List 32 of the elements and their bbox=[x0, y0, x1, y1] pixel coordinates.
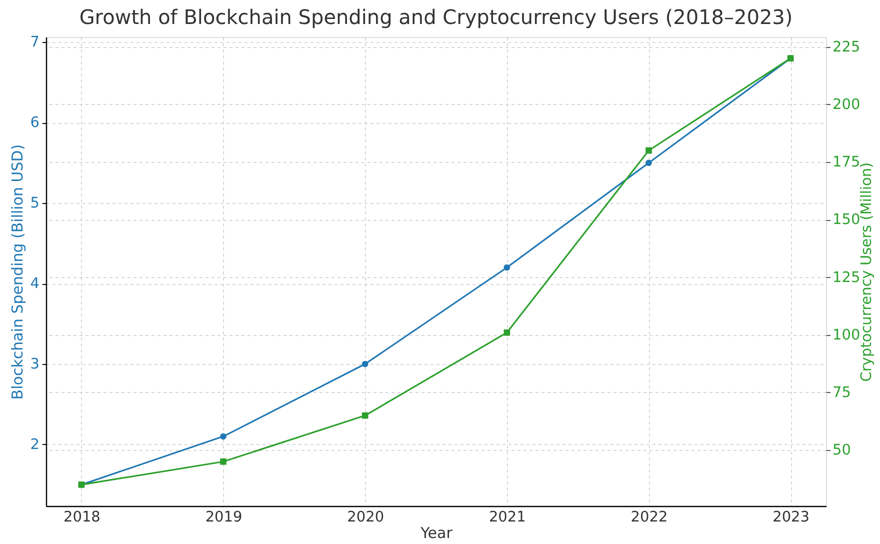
y-tick-label: 2 bbox=[30, 436, 40, 453]
x-tick-label: 2018 bbox=[64, 510, 100, 526]
point bbox=[504, 329, 510, 336]
y-tick-label: 6 bbox=[30, 115, 40, 132]
point bbox=[646, 160, 652, 166]
x-tick-label: 2020 bbox=[347, 510, 384, 526]
y2-tick-label: 100 bbox=[832, 327, 860, 344]
y2-tick-label: 150 bbox=[832, 212, 860, 228]
y2-axis-title: Cryptocurrency Users (Million) bbox=[859, 162, 876, 382]
point bbox=[362, 360, 368, 368]
chart-title: Growth of Blockchain Spending and Cryptocurrency Users (2018–2023) bbox=[79, 5, 793, 30]
y2-tick-label: 125 bbox=[832, 270, 860, 286]
y2-tick-label: 175 bbox=[832, 154, 860, 171]
y2-tick-label: 225 bbox=[832, 39, 860, 56]
y2-tick-label: 50 bbox=[832, 442, 851, 459]
y2-tick-label: 75 bbox=[832, 384, 851, 401]
point bbox=[646, 147, 652, 154]
point bbox=[504, 264, 510, 271]
x-tick-label: 2021 bbox=[488, 510, 526, 526]
y-tick-label: 7 bbox=[30, 34, 40, 51]
x-tick-label: 2022 bbox=[630, 510, 668, 526]
x-tick-label: 2019 bbox=[205, 510, 242, 526]
point bbox=[362, 412, 368, 419]
y-axis-title: Blockchain Spending (Billion USD) bbox=[8, 144, 26, 400]
point bbox=[220, 458, 226, 465]
x-axis-title: Year bbox=[420, 524, 454, 542]
y2-tick-label: 200 bbox=[832, 96, 860, 113]
y-tick-label: 4 bbox=[30, 276, 40, 292]
y-tick-label: 3 bbox=[30, 356, 40, 373]
y-tick-label: 5 bbox=[30, 196, 40, 212]
point bbox=[220, 433, 226, 440]
x-tick-label: 2023 bbox=[772, 510, 810, 526]
